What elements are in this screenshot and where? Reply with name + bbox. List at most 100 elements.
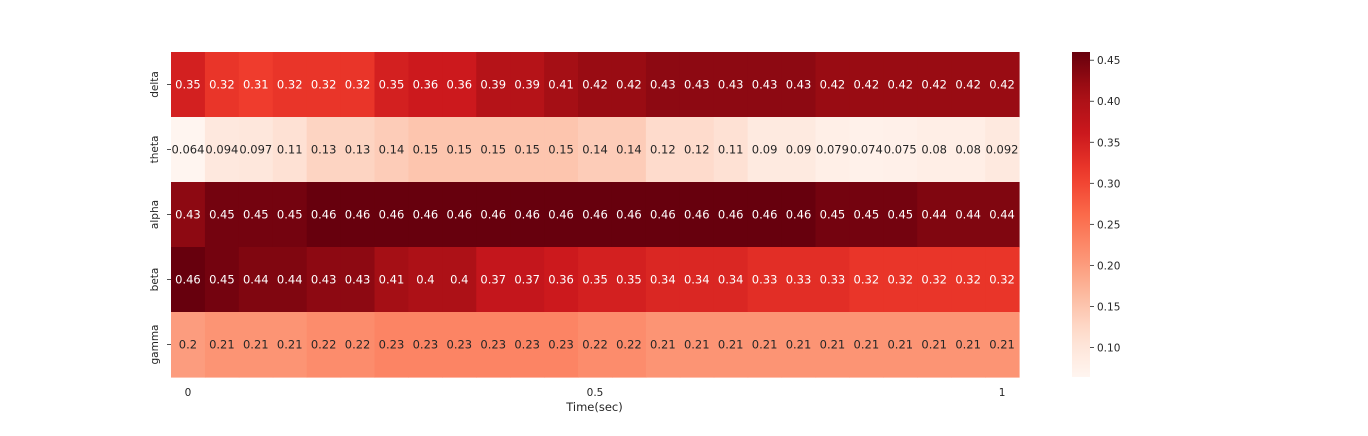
cell-annotations: 0.35 0.32 0.31 0.32 0.32 0.32 0.35 0.36 0.36 0.39… bbox=[171, 78, 1018, 352]
colorbar-tick-label: 0.35 bbox=[1097, 137, 1120, 149]
cell-value-label: 0.21 bbox=[650, 338, 676, 352]
cell-value-label: 0.32 bbox=[311, 78, 337, 92]
heatmap-cell bbox=[306, 247, 342, 313]
cell-value-label: 0.46 bbox=[413, 208, 439, 222]
heatmap-cell bbox=[951, 182, 986, 248]
cell-value-label: 0.46 bbox=[616, 208, 642, 222]
x-tick-label: 0.5 bbox=[587, 387, 604, 399]
cell-value-label: 0.23 bbox=[548, 338, 574, 352]
heatmap-cell bbox=[374, 182, 410, 248]
heatmap-cell bbox=[713, 247, 749, 313]
heatmap-cell bbox=[442, 247, 477, 313]
heatmap-cell bbox=[951, 247, 986, 313]
cell-value-label: 0.46 bbox=[684, 208, 710, 222]
cell-value-label: 0.46 bbox=[345, 208, 371, 222]
heatmap-cell bbox=[171, 182, 206, 248]
heatmap-cell bbox=[476, 182, 511, 248]
cell-value-label: 0.32 bbox=[209, 78, 235, 92]
heatmap-cell bbox=[272, 312, 308, 378]
heatmap-cell bbox=[883, 247, 918, 313]
cell-value-label: 0.31 bbox=[243, 78, 269, 92]
cell-value-label: 0.44 bbox=[277, 273, 303, 287]
row-label: theta bbox=[149, 136, 161, 164]
cell-value-label: 0.22 bbox=[582, 338, 608, 352]
cell-value-label: 0.46 bbox=[650, 208, 676, 222]
cell-value-label: 0.35 bbox=[616, 273, 642, 287]
cell-value-label: 0.39 bbox=[480, 78, 506, 92]
cell-value-label: 0.21 bbox=[854, 338, 880, 352]
heatmap-cell bbox=[238, 52, 274, 118]
cell-value-label: 0.22 bbox=[616, 338, 642, 352]
cell-value-label: 0.36 bbox=[413, 78, 439, 92]
heatmap-cell bbox=[204, 312, 240, 378]
heatmap-cell bbox=[849, 247, 884, 313]
heatmap-cell bbox=[781, 117, 817, 183]
heatmap-cell bbox=[611, 247, 647, 313]
cell-value-label: 0.23 bbox=[480, 338, 506, 352]
cell-value-label: 0.45 bbox=[209, 208, 235, 222]
cell-value-label: 0.22 bbox=[311, 338, 337, 352]
heatmap-cell bbox=[713, 52, 749, 118]
cell-value-label: 0.42 bbox=[955, 78, 981, 92]
cell-value-label: 0.15 bbox=[514, 143, 540, 157]
colorbar-tick-label: 0.10 bbox=[1097, 342, 1120, 354]
heatmap-cell bbox=[374, 312, 410, 378]
cell-value-label: 0.21 bbox=[243, 338, 269, 352]
cell-value-label: 0.46 bbox=[718, 208, 744, 222]
cell-value-label: 0.32 bbox=[955, 273, 981, 287]
heatmap-cell bbox=[306, 182, 342, 248]
heatmap-cell bbox=[510, 247, 545, 313]
cell-value-label: 0.35 bbox=[175, 78, 201, 92]
cell-value-label: 0.46 bbox=[311, 208, 337, 222]
heatmap-cell bbox=[510, 312, 545, 378]
heatmap-cell bbox=[408, 117, 443, 183]
colorbar-tick-label: 0.40 bbox=[1097, 96, 1120, 108]
heatmap-cell bbox=[747, 247, 783, 313]
heatmap-cell bbox=[781, 312, 817, 378]
heatmap-cell bbox=[340, 52, 376, 118]
cell-value-label: 0.35 bbox=[379, 78, 405, 92]
colorbar-tick-label: 0.15 bbox=[1097, 301, 1120, 313]
heatmap-cell bbox=[578, 247, 613, 313]
cell-value-label: 0.43 bbox=[752, 78, 778, 92]
cell-value-label: 0.21 bbox=[989, 338, 1015, 352]
heatmap-cell bbox=[645, 52, 681, 118]
heatmap-cell bbox=[645, 247, 681, 313]
heatmap-cell bbox=[985, 52, 1020, 118]
row-label: gamma bbox=[149, 325, 161, 365]
cell-value-label: 0.15 bbox=[447, 143, 473, 157]
cell-value-label: 0.13 bbox=[345, 143, 371, 157]
colorbar bbox=[1072, 52, 1090, 377]
x-tick-label: 1 bbox=[999, 387, 1006, 399]
cell-value-label: 0.14 bbox=[616, 143, 642, 157]
heatmap-cell bbox=[883, 117, 918, 183]
heatmap-cell bbox=[442, 312, 477, 378]
heatmap-cell bbox=[374, 52, 410, 118]
heatmap-cell bbox=[578, 312, 613, 378]
heatmap-cell bbox=[781, 247, 817, 313]
heatmap-cell bbox=[408, 52, 443, 118]
heatmap-cell bbox=[340, 182, 376, 248]
heatmap-cell bbox=[476, 247, 511, 313]
row-label: beta bbox=[149, 268, 161, 292]
heatmap-cell bbox=[544, 312, 579, 378]
heatmap-cell bbox=[544, 247, 579, 313]
heatmap-cell bbox=[442, 52, 477, 118]
cell-value-label: 0.32 bbox=[989, 273, 1015, 287]
cell-value-label: 0.42 bbox=[887, 78, 913, 92]
heatmap-cell bbox=[849, 182, 884, 248]
heatmap-cell bbox=[442, 182, 477, 248]
heatmap-cell bbox=[815, 52, 850, 118]
cell-value-label: 0.14 bbox=[379, 143, 405, 157]
heatmap-cells bbox=[171, 52, 1020, 378]
cell-value-label: 0.42 bbox=[820, 78, 846, 92]
cell-value-label: 0.21 bbox=[209, 338, 235, 352]
cell-value-label: 0.15 bbox=[480, 143, 506, 157]
cell-value-label: 0.33 bbox=[786, 273, 812, 287]
heatmap-cell bbox=[272, 117, 308, 183]
cell-value-label: 0.23 bbox=[379, 338, 405, 352]
cell-value-label: 0.46 bbox=[175, 273, 201, 287]
cell-value-label: 0.44 bbox=[955, 208, 981, 222]
cell-value-label: 0.33 bbox=[752, 273, 778, 287]
heatmap-cell bbox=[781, 182, 817, 248]
